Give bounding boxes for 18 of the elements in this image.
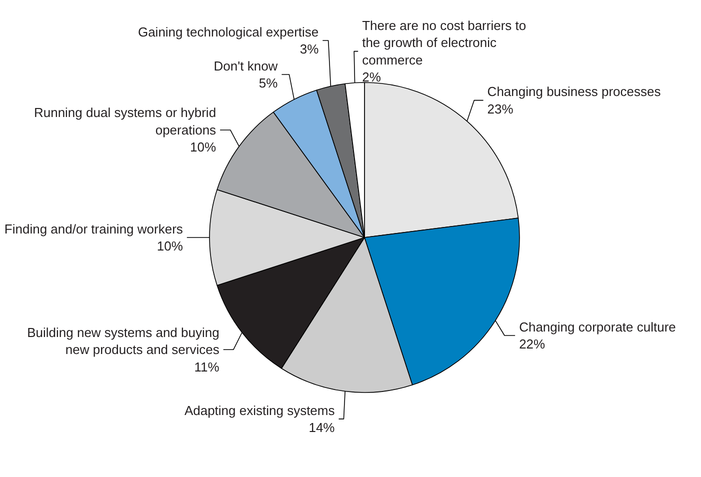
data-label: 5% [258,76,278,91]
slice-label: Building new systems and buying new products and services [27,324,220,358]
slice-label: Gaining technological expertise [138,24,319,40]
slice-label: Finding and/or training workers [4,221,184,236]
data-label: 2% [362,70,382,85]
slice-label: Don't know [214,58,278,74]
data-label: 11% [194,359,220,374]
slice-label: Running dual systems or hybrid operations [34,105,217,138]
data-label: 3% [300,42,320,57]
data-label: 10% [190,140,216,155]
slice-label: Changing business processes [487,84,662,100]
data-label: 14% [308,420,336,436]
slice-label: Adapting existing systems [184,402,336,418]
slice-label: There are no cost barriers to the growth of electronic commerce [362,18,526,68]
data-label: 22% [519,336,546,352]
data-label: 10% [156,238,184,254]
slice-label: Changing corporate culture [519,319,676,334]
data-label: 23% [487,101,514,116]
